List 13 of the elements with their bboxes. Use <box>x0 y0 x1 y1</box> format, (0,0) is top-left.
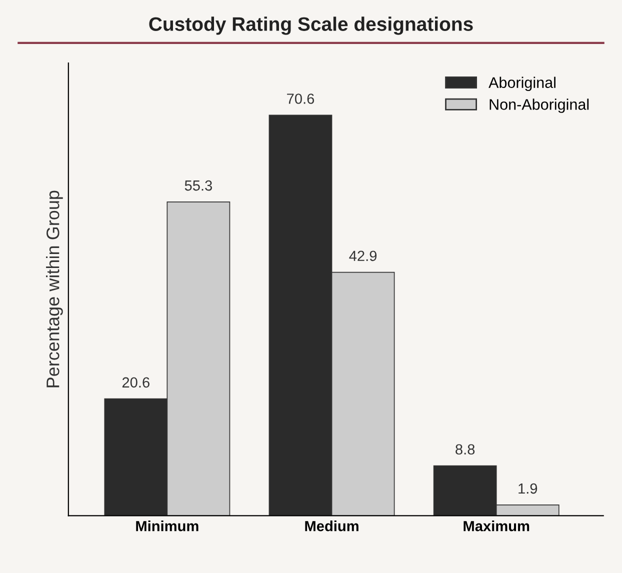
data-label: 70.6 <box>287 94 314 104</box>
data-label: 55.3 <box>184 180 212 191</box>
chart-title: Custody Rating Scale designations <box>149 16 473 35</box>
x-tick-label: Minimum <box>136 520 198 532</box>
data-label: 8.8 <box>456 444 475 455</box>
data-label: 1.9 <box>518 483 538 494</box>
x-tick-label: Maximum <box>464 520 530 532</box>
y-axis-title: Percentage within Group <box>46 190 63 388</box>
legend-label: Aboriginal <box>488 76 556 92</box>
legend-label: Non-Aboriginal <box>490 98 589 113</box>
data-label: 42.9 <box>349 250 377 262</box>
data-label: 20.6 <box>122 377 150 388</box>
x-tick-label: Medium <box>305 520 358 532</box>
